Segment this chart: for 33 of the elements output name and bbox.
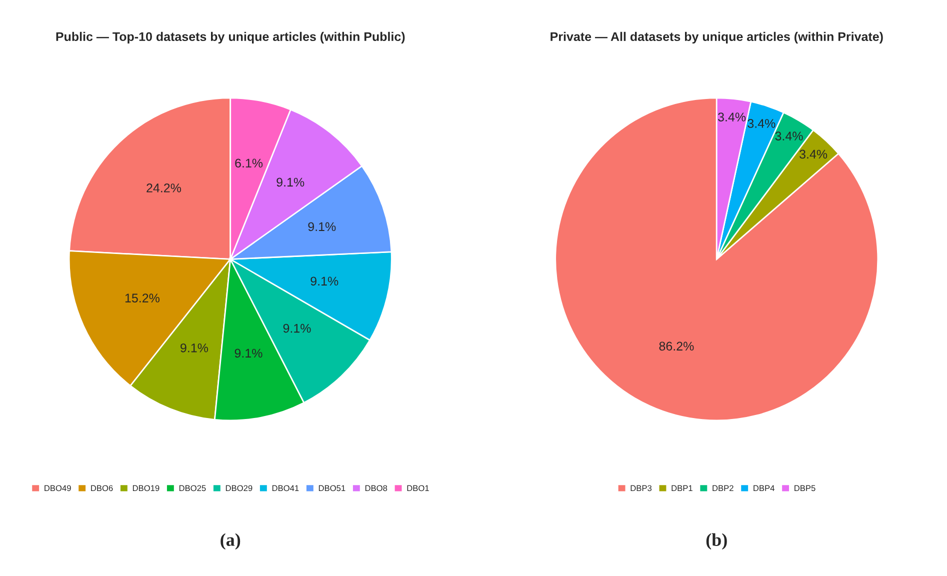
legend-label: DBO8 bbox=[365, 485, 388, 492]
chart-title: Public — Top-10 datasets by unique articles (within Public) bbox=[56, 32, 405, 44]
data-label: 9.1% bbox=[234, 348, 262, 358]
data-label: 3.4% bbox=[748, 119, 776, 128]
legend-label: DBO51 bbox=[318, 485, 346, 492]
legend-label: DBO19 bbox=[132, 485, 160, 492]
data-label: 9.1% bbox=[180, 343, 208, 352]
text: (a) bbox=[220, 533, 240, 550]
data-label: 86.2% bbox=[659, 342, 694, 351]
legend-label: DBO25 bbox=[179, 485, 206, 492]
data-label: 9.1% bbox=[283, 324, 311, 333]
data-label: 9.1% bbox=[308, 222, 336, 232]
legend-label: DBO6 bbox=[91, 485, 113, 492]
text: (b) bbox=[706, 533, 727, 550]
data-label: 3.4% bbox=[775, 132, 803, 140]
data-label: 3.4% bbox=[800, 150, 828, 159]
legend-label: DBP1 bbox=[672, 485, 692, 492]
pie-slice bbox=[554, 97, 879, 422]
legend-label: DBO49 bbox=[44, 485, 71, 492]
chart-title: Private — All datasets by unique articles (within Private) bbox=[550, 32, 883, 44]
legend-label: DBP5 bbox=[794, 485, 816, 492]
data-label: 3.4% bbox=[718, 112, 746, 122]
legend-label: DBP4 bbox=[754, 485, 774, 492]
legend-label: DBO1 bbox=[407, 485, 429, 492]
data-label: 6.1% bbox=[235, 158, 263, 168]
data-label: 15.2% bbox=[125, 294, 160, 302]
legend-label: DBP2 bbox=[712, 485, 734, 492]
legend-label: DBO41 bbox=[272, 485, 299, 492]
data-label: 9.1% bbox=[310, 276, 338, 286]
legend-label: DBP3 bbox=[630, 485, 652, 492]
data-label: 9.1% bbox=[276, 178, 304, 187]
legend-label: DBO29 bbox=[226, 485, 252, 492]
data-label: 24.2% bbox=[146, 184, 182, 192]
